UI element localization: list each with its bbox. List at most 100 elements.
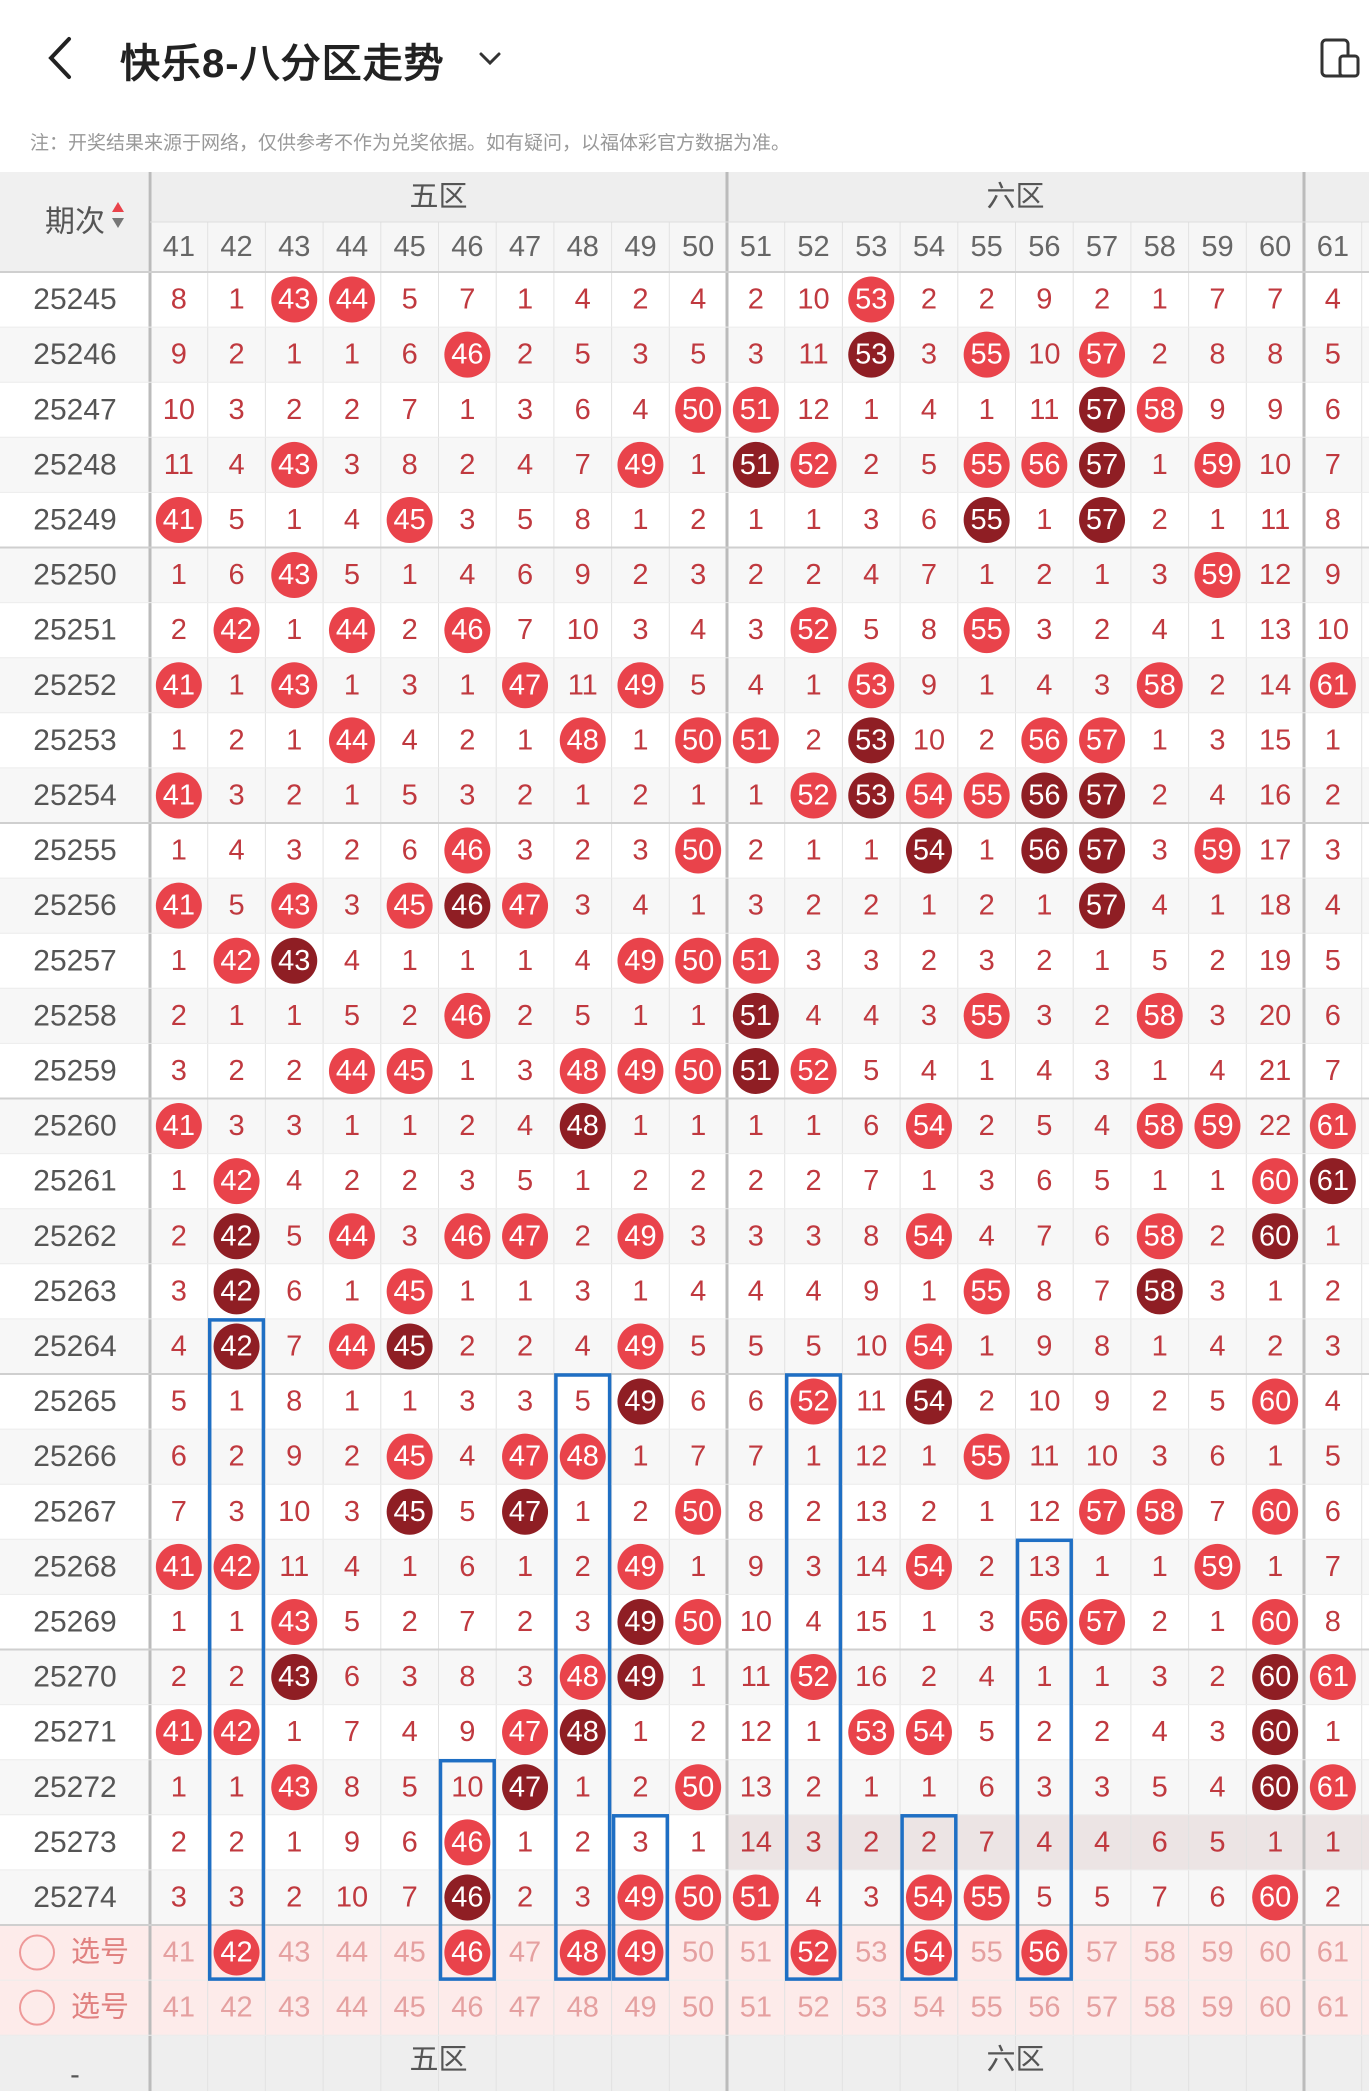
select-number[interactable]: 45 <box>394 1937 426 1969</box>
selected-ball[interactable] <box>559 1929 606 1976</box>
miss-count: 1 <box>805 835 821 867</box>
select-number[interactable]: 50 <box>682 1937 714 1969</box>
back-button[interactable] <box>40 28 80 88</box>
page-title[interactable]: 快乐8-八分区走势 <box>120 42 445 86</box>
select-number[interactable]: 58 <box>1144 1937 1176 1969</box>
select-number[interactable]: 45 <box>394 1992 426 2024</box>
selected-ball[interactable] <box>213 1929 260 1976</box>
title-dropdown-toggle[interactable] <box>475 44 505 74</box>
select-number[interactable]: 57 <box>1086 1937 1118 1969</box>
select-number[interactable]: 43 <box>278 1992 310 2024</box>
miss-count: 1 <box>286 1000 302 1032</box>
hit-number: 44 <box>336 614 368 646</box>
selected-ball[interactable] <box>905 1929 952 1976</box>
select-number[interactable]: 58 <box>1144 1992 1176 2024</box>
select-number[interactable]: 55 <box>971 1937 1003 1969</box>
hit-number: 60 <box>1259 1386 1291 1418</box>
select-number[interactable]: 52 <box>797 1992 829 2024</box>
miss-count: 5 <box>690 1330 706 1362</box>
select-number[interactable]: 59 <box>1201 1937 1233 1969</box>
selected-number[interactable]: 48 <box>567 1937 599 1969</box>
miss-count: 6 <box>690 1386 706 1418</box>
selected-ball[interactable] <box>1021 1929 1068 1976</box>
hit-number: 60 <box>1259 1661 1291 1693</box>
miss-count: 8 <box>344 1771 360 1803</box>
select-number[interactable]: 47 <box>509 1937 541 1969</box>
hit-ball <box>386 1047 433 1094</box>
select-number[interactable]: 44 <box>336 1992 368 2024</box>
selected-number[interactable]: 56 <box>1028 1937 1060 1969</box>
hit-ball <box>848 276 895 323</box>
select-number[interactable]: 43 <box>278 1937 310 1969</box>
select-radio[interactable] <box>19 1934 55 1971</box>
select-radio[interactable] <box>19 1989 55 2026</box>
miss-count: 2 <box>171 1220 187 1252</box>
period-label: 25264 <box>33 1330 116 1363</box>
miss-count: 3 <box>863 945 879 977</box>
select-number[interactable]: 59 <box>1201 1992 1233 2024</box>
hit-number: 53 <box>855 779 887 811</box>
hit-number: 57 <box>1086 779 1118 811</box>
miss-count: 8 <box>748 1496 764 1528</box>
hit-number: 58 <box>1144 1220 1176 1252</box>
miss-count: 7 <box>402 394 418 426</box>
select-number[interactable]: 53 <box>855 1937 887 1969</box>
select-number[interactable]: 51 <box>740 1992 772 2024</box>
hit-ball <box>848 662 895 709</box>
select-number[interactable]: 42 <box>220 1992 252 2024</box>
hit-ball <box>502 1488 549 1535</box>
select-number[interactable]: 44 <box>336 1937 368 1969</box>
hit-ball <box>905 1323 952 1370</box>
chevron-down-icon <box>479 52 501 66</box>
select-number[interactable]: 49 <box>624 1992 656 2024</box>
miss-count: 3 <box>459 779 475 811</box>
miss-count: 4 <box>575 1330 591 1362</box>
select-number[interactable]: 46 <box>451 1992 483 2024</box>
sort-down-icon[interactable] <box>112 218 124 228</box>
column-header: 57 <box>1086 231 1118 263</box>
selected-number[interactable]: 54 <box>913 1937 945 1969</box>
miss-count: 6 <box>517 559 533 591</box>
selected-ball[interactable] <box>617 1929 664 1976</box>
miss-count: 11 <box>568 669 598 701</box>
select-number[interactable]: 57 <box>1086 1992 1118 2024</box>
hit-ball <box>328 1323 375 1370</box>
hit-ball <box>328 1213 375 1260</box>
miss-count: 3 <box>1036 1000 1052 1032</box>
selected-number[interactable]: 52 <box>797 1937 829 1969</box>
select-number[interactable]: 61 <box>1317 1992 1349 2024</box>
select-number[interactable]: 60 <box>1259 1937 1291 1969</box>
period-header[interactable]: 期次 <box>45 206 105 239</box>
selected-number[interactable]: 46 <box>451 1937 483 1969</box>
select-number[interactable]: 56 <box>1028 1992 1060 2024</box>
sort-up-icon[interactable] <box>112 202 124 212</box>
miss-count: 6 <box>1209 1441 1225 1473</box>
miss-count: 1 <box>1152 284 1168 316</box>
select-number[interactable]: 54 <box>913 1992 945 2024</box>
selected-number[interactable]: 42 <box>220 1937 252 1969</box>
hit-ball <box>1309 1103 1356 1150</box>
miss-count: 2 <box>921 1661 937 1693</box>
hit-number: 58 <box>1144 1110 1176 1142</box>
selected-ball[interactable] <box>790 1929 837 1976</box>
miss-count: 6 <box>1325 1000 1341 1032</box>
select-number[interactable]: 55 <box>971 1992 1003 2024</box>
select-number[interactable]: 61 <box>1317 1937 1349 1969</box>
miss-count: 1 <box>1152 449 1168 481</box>
select-number[interactable]: 50 <box>682 1992 714 2024</box>
selected-number[interactable]: 49 <box>624 1937 656 1969</box>
select-number[interactable]: 41 <box>163 1937 195 1969</box>
miss-count: 3 <box>228 779 244 811</box>
hit-number: 42 <box>220 1220 252 1252</box>
rotate-screen-button[interactable] <box>1318 36 1362 80</box>
select-number[interactable]: 53 <box>855 1992 887 2024</box>
selected-ball[interactable] <box>444 1929 491 1976</box>
select-number[interactable]: 60 <box>1259 1992 1291 2024</box>
period-label: 25270 <box>33 1661 116 1694</box>
select-number[interactable]: 47 <box>509 1992 541 2024</box>
select-number[interactable]: 51 <box>740 1937 772 1969</box>
select-number[interactable]: 41 <box>163 1992 195 2024</box>
hit-ball <box>1136 1213 1183 1260</box>
select-number[interactable]: 48 <box>567 1992 599 2024</box>
miss-count: 2 <box>1209 669 1225 701</box>
